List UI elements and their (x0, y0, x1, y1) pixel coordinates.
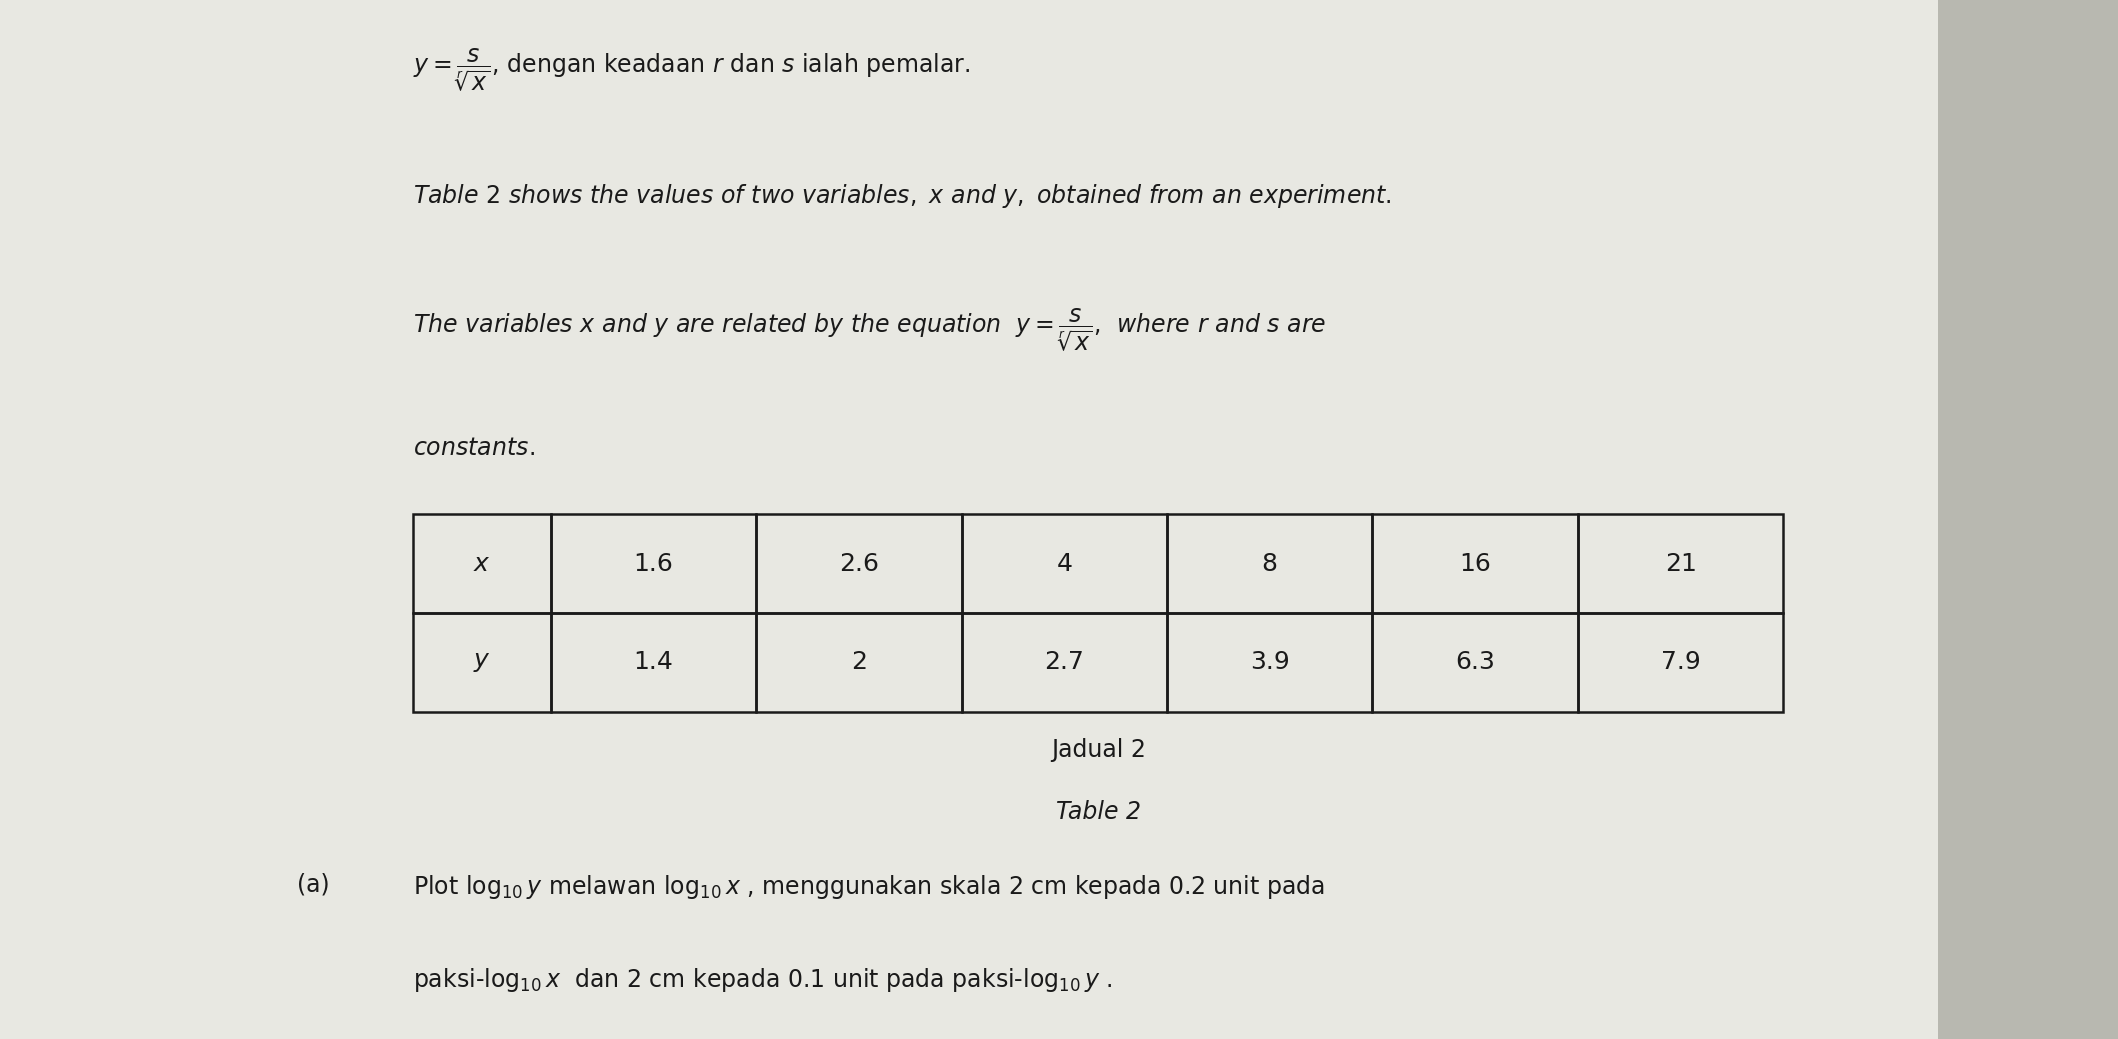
Text: $\it{Table\ 2\ shows\ the\ values\ of\ two\ variables,\ x\ and\ y,\ obtained\ fr: $\it{Table\ 2\ shows\ the\ values\ of\ t… (413, 182, 1392, 210)
Text: 2.7: 2.7 (1044, 650, 1084, 674)
Text: $\it{y}$: $\it{y}$ (472, 650, 491, 674)
Text: paksi-$\log_{10}x$  dan 2 cm kepada 0.1 unit pada paksi-$\log_{10}y$ .: paksi-$\log_{10}x$ dan 2 cm kepada 0.1 u… (413, 966, 1112, 994)
Text: 21: 21 (1665, 552, 1697, 576)
Text: Plot $\log_{10}y$ melawan $\log_{10}x$ , menggunakan skala 2 cm kepada 0.2 unit : Plot $\log_{10}y$ melawan $\log_{10}x$ ,… (413, 873, 1324, 901)
Text: 8: 8 (1262, 552, 1277, 576)
Text: $\it{constants.}$: $\it{constants.}$ (413, 436, 536, 460)
Text: $\it{The\ variables\ x\ and\ y\ are\ related\ by\ the\ equation}$  $y = \dfrac{s: $\it{The\ variables\ x\ and\ y\ are\ rel… (413, 307, 1326, 354)
Text: 1.4: 1.4 (633, 650, 674, 674)
FancyBboxPatch shape (0, 0, 1938, 1039)
Text: Table 2: Table 2 (1055, 800, 1142, 824)
Text: 2.6: 2.6 (839, 552, 879, 576)
Text: Jadual 2: Jadual 2 (1051, 738, 1146, 762)
Text: 4: 4 (1057, 552, 1072, 576)
Text: 6.3: 6.3 (1455, 650, 1495, 674)
Text: 7.9: 7.9 (1661, 650, 1701, 674)
Text: 3.9: 3.9 (1250, 650, 1290, 674)
Text: $\it{x}$: $\it{x}$ (472, 552, 491, 576)
Text: $y = \dfrac{s}{\sqrt[r]{x}}$, dengan keadaan $r$ dan $s$ ialah pemalar.: $y = \dfrac{s}{\sqrt[r]{x}}$, dengan kea… (413, 47, 970, 95)
Text: (a): (a) (297, 873, 328, 897)
Text: 1.6: 1.6 (633, 552, 674, 576)
Text: 16: 16 (1459, 552, 1491, 576)
Text: 2: 2 (851, 650, 866, 674)
